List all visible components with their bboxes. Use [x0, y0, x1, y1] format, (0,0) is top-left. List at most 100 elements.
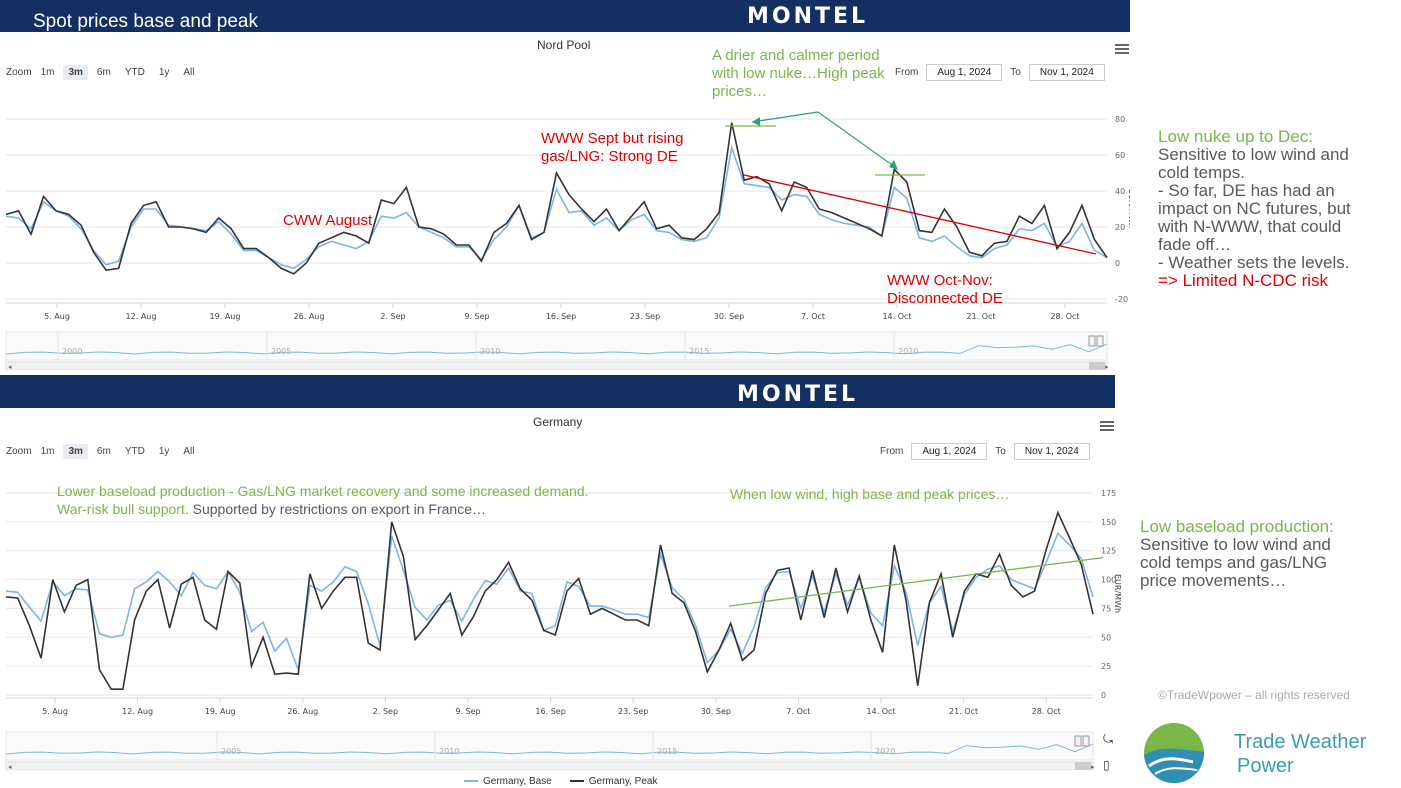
date-range-bottom: From Aug 1, 2024 To Nov 1, 2024: [880, 443, 1090, 460]
annotation-low-wind: When low wind, high base and peak prices…: [730, 486, 1010, 502]
y-tick-label: 175: [1101, 489, 1116, 498]
navigator-series: [5, 743, 1094, 755]
book-icon[interactable]: ▯: [1103, 758, 1110, 772]
x-tick-label: 14. Oct: [882, 312, 911, 321]
y-tick-label: 75: [1101, 604, 1111, 613]
brand-name: Trade Weather Power: [1234, 730, 1366, 778]
navigator-year-label: 2005: [271, 347, 291, 356]
zoom-button-3m[interactable]: 3m: [63, 444, 88, 459]
annotation-drier-line3: prices…: [712, 83, 768, 100]
y-tick-label: 80: [1115, 115, 1125, 124]
y-tick-label: 125: [1101, 547, 1116, 556]
navigator-year-label: 2015: [689, 347, 709, 356]
series-line-peak: [5, 510, 1094, 690]
annotation-oct-line1: WWW Oct-Nov:: [887, 272, 993, 289]
top-title-bar: [0, 0, 1130, 32]
date-range-top: From Aug 1, 2024 To Nov 1, 2024: [895, 64, 1105, 81]
from-label: From: [895, 67, 919, 78]
annotation-cww-august: CWW August: [283, 212, 373, 229]
navigator-year-label: 2010: [439, 747, 459, 756]
chart-menu-icon-bottom[interactable]: [1100, 421, 1114, 431]
zoom-button-ytd[interactable]: YTD: [124, 446, 145, 457]
scrollbar-left-arrow: ◂: [8, 763, 12, 770]
x-tick-label: 16. Sep: [535, 707, 565, 716]
side-bottom-heading: Low baseload production:: [1140, 517, 1334, 536]
to-date-input[interactable]: Nov 1, 2024: [1013, 443, 1090, 460]
annotation-drier-line1: A drier and calmer period: [712, 47, 880, 64]
brand-line1: Trade Weather: [1234, 731, 1367, 753]
scrollbar-left-arrow: ◂: [8, 363, 12, 370]
zoom-button-6m[interactable]: 6m: [96, 67, 111, 78]
chart-title-top: Nord Pool: [537, 38, 591, 52]
x-tick-label: 23. Sep: [618, 707, 648, 716]
trend-line-green: [728, 556, 1104, 607]
legend-label-base: Germany, Base: [483, 776, 552, 787]
zoom-button-1y[interactable]: 1y: [158, 446, 170, 457]
legend-item-peak[interactable]: Germany, Peak: [569, 776, 657, 787]
x-tick-label: 26. Aug: [287, 707, 318, 716]
y-tick-label: 0: [1101, 691, 1106, 700]
y-tick-label: 20: [1115, 223, 1125, 232]
side-bottom-line: price movements…: [1140, 571, 1287, 590]
annotation-www-sept-line1: WWW Sept but rising: [541, 130, 684, 147]
x-tick-label: 12. Aug: [122, 707, 153, 716]
navigator: [5, 731, 1094, 761]
navigator-year-label: 2005: [221, 747, 241, 756]
scrollbar-right-arrow: ▸: [1105, 363, 1109, 370]
zoom-label: Zoom: [6, 446, 32, 457]
from-label: From: [880, 446, 904, 457]
navigator-year-label: 2000: [62, 347, 82, 356]
trade-weather-power-logo: [1144, 723, 1204, 783]
zoom-button-all[interactable]: All: [183, 446, 195, 457]
series-line-peak: [5, 122, 1108, 275]
share-icon[interactable]: ⤿: [1103, 732, 1113, 746]
zoom-button-all[interactable]: All: [183, 67, 195, 78]
slide-title: Spot prices base and peak: [33, 11, 258, 32]
zoom-button-1m[interactable]: 1m: [40, 446, 55, 457]
zoom-button-1m[interactable]: 1m: [40, 67, 55, 78]
navigator-year-label: 2015: [657, 747, 677, 756]
annotation-lower-baseload-line2: War-risk bull support. Supported by rest…: [57, 500, 589, 518]
y-tick-label: 100: [1101, 576, 1116, 585]
legend-item-base[interactable]: Germany, Base: [464, 776, 552, 787]
trend-line-red: [742, 174, 1097, 255]
chart-menu-icon-top[interactable]: [1115, 44, 1129, 54]
y-tick-label: 50: [1101, 633, 1111, 642]
zoom-button-3m[interactable]: 3m: [63, 65, 88, 80]
side-bottom-line: Sensitive to low wind and: [1140, 535, 1331, 554]
side-note-bottom: Low baseload production: Sensitive to lo…: [1140, 518, 1334, 590]
zoom-button-ytd[interactable]: YTD: [124, 67, 145, 78]
y-tick-label: 25: [1101, 662, 1111, 671]
side-top-conclusion: => Limited N-CDC risk: [1158, 271, 1329, 290]
series-line-base: [5, 531, 1094, 670]
x-tick-label: 23. Sep: [630, 312, 660, 321]
x-tick-label: 30. Sep: [714, 312, 744, 321]
chart-nord-pool: -20 0 20 40 60 80 EUR/MWh 5. Aug 12. Aug 19. Aug 2…: [5, 111, 1130, 370]
x-tick-label: 21. Oct: [949, 707, 978, 716]
scrollbar-thumb: [1075, 762, 1091, 770]
chart-germany: 0 25 50 75 100 125 150 175 EUR/MWh 5. Aug 12. Aug 1…: [5, 489, 1122, 770]
navigator-year-label: 2010: [480, 347, 500, 356]
y-tick-label: 40: [1115, 187, 1125, 196]
side-note-top: Low nuke up to Dec: Sensitive to low win…: [1158, 128, 1351, 290]
scrollbar-thumb: [1089, 362, 1105, 370]
navigator-year-label: 2020: [875, 747, 895, 756]
x-tick-label: 7. Oct: [801, 312, 825, 321]
zoom-button-6m[interactable]: 6m: [96, 446, 111, 457]
scrollbar-track: [5, 361, 1108, 370]
zoom-button-1y[interactable]: 1y: [158, 67, 170, 78]
x-tick-label: 19. Aug: [210, 312, 241, 321]
from-date-input[interactable]: Aug 1, 2024: [911, 443, 988, 460]
annotation-www-sept: WWW Sept but rising gas/LNG: Strong DE: [541, 130, 684, 166]
annotation-war-risk: War-risk bull support.: [57, 501, 189, 517]
to-date-input[interactable]: Nov 1, 2024: [1028, 64, 1105, 81]
navigator-handle-left: [1088, 335, 1096, 347]
annotation-lower-baseload: Lower baseload production - Gas/LNG mark…: [57, 482, 589, 518]
montel-logo-bottom: montel: [737, 382, 859, 407]
side-top-line: with N-WWW, that could: [1158, 217, 1342, 236]
navigator-handle-left: [1074, 735, 1082, 747]
side-top-line: - Weather sets the levels.: [1158, 253, 1350, 272]
from-date-input[interactable]: Aug 1, 2024: [926, 64, 1003, 81]
x-tick-label: 9. Sep: [464, 312, 489, 321]
arrow-head: [889, 160, 898, 170]
